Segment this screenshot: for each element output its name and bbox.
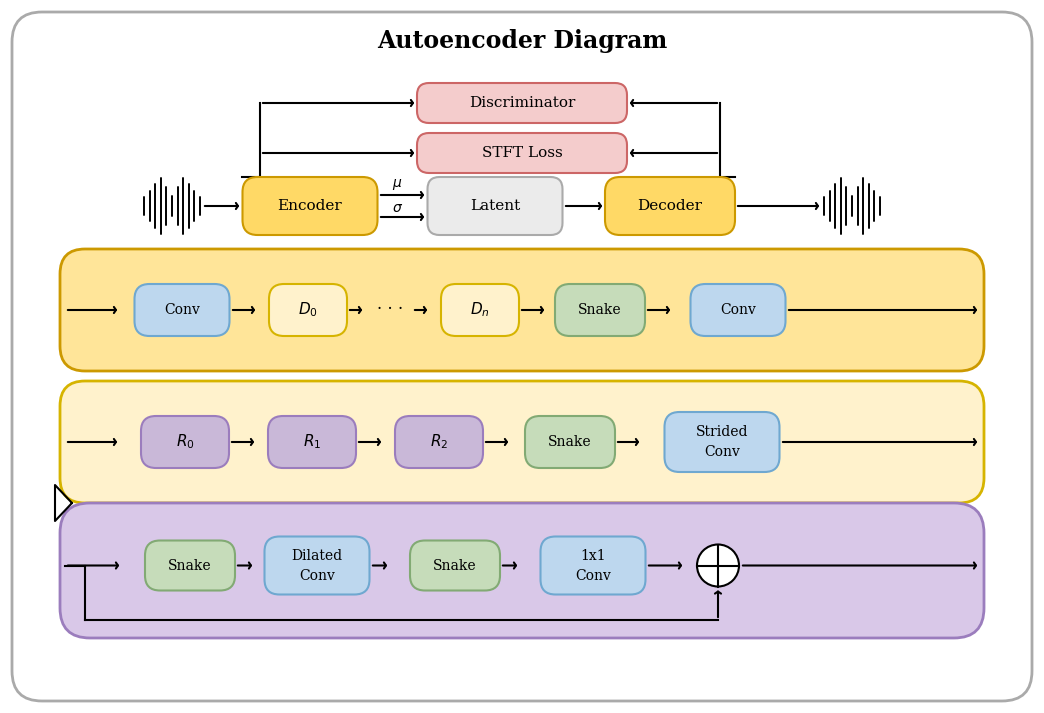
- Text: $D_0$: $D_0$: [299, 301, 318, 319]
- FancyBboxPatch shape: [268, 416, 356, 468]
- Text: Dilated: Dilated: [291, 548, 342, 563]
- Text: Conv: Conv: [299, 568, 335, 583]
- Text: Conv: Conv: [704, 445, 740, 459]
- Text: · · ·: · · ·: [377, 302, 403, 319]
- Text: Conv: Conv: [164, 303, 200, 317]
- Text: $R_1$: $R_1$: [303, 433, 322, 451]
- FancyBboxPatch shape: [395, 416, 483, 468]
- FancyBboxPatch shape: [417, 83, 627, 123]
- Text: Snake: Snake: [433, 558, 477, 573]
- FancyBboxPatch shape: [60, 381, 984, 503]
- Text: Snake: Snake: [578, 303, 622, 317]
- FancyBboxPatch shape: [264, 536, 370, 595]
- FancyBboxPatch shape: [60, 249, 984, 371]
- FancyBboxPatch shape: [242, 177, 378, 235]
- FancyBboxPatch shape: [417, 133, 627, 173]
- FancyBboxPatch shape: [690, 284, 785, 336]
- Text: Strided: Strided: [695, 425, 749, 439]
- FancyBboxPatch shape: [269, 284, 347, 336]
- Text: $\mu$: $\mu$: [393, 177, 403, 192]
- Text: Discriminator: Discriminator: [469, 96, 575, 110]
- Text: $\sigma$: $\sigma$: [392, 201, 403, 215]
- FancyBboxPatch shape: [410, 540, 500, 590]
- Text: Encoder: Encoder: [278, 199, 342, 213]
- Text: Autoencoder Diagram: Autoencoder Diagram: [377, 29, 667, 53]
- FancyBboxPatch shape: [135, 284, 230, 336]
- Text: Snake: Snake: [548, 435, 592, 449]
- Text: STFT Loss: STFT Loss: [481, 146, 563, 160]
- FancyBboxPatch shape: [441, 284, 519, 336]
- FancyBboxPatch shape: [606, 177, 735, 235]
- Text: $D_n$: $D_n$: [470, 301, 490, 319]
- Text: Snake: Snake: [168, 558, 212, 573]
- FancyBboxPatch shape: [141, 416, 229, 468]
- FancyBboxPatch shape: [541, 536, 645, 595]
- FancyBboxPatch shape: [525, 416, 615, 468]
- FancyBboxPatch shape: [60, 503, 984, 638]
- Text: Conv: Conv: [720, 303, 756, 317]
- Text: $R_2$: $R_2$: [430, 433, 448, 451]
- FancyBboxPatch shape: [145, 540, 235, 590]
- Text: Latent: Latent: [470, 199, 520, 213]
- Text: $R_0$: $R_0$: [175, 433, 194, 451]
- Text: 1x1: 1x1: [580, 548, 606, 563]
- FancyBboxPatch shape: [11, 12, 1033, 701]
- Text: Decoder: Decoder: [638, 199, 703, 213]
- FancyBboxPatch shape: [555, 284, 645, 336]
- Circle shape: [697, 545, 739, 587]
- FancyBboxPatch shape: [664, 412, 780, 472]
- Text: Conv: Conv: [575, 568, 611, 583]
- FancyBboxPatch shape: [427, 177, 563, 235]
